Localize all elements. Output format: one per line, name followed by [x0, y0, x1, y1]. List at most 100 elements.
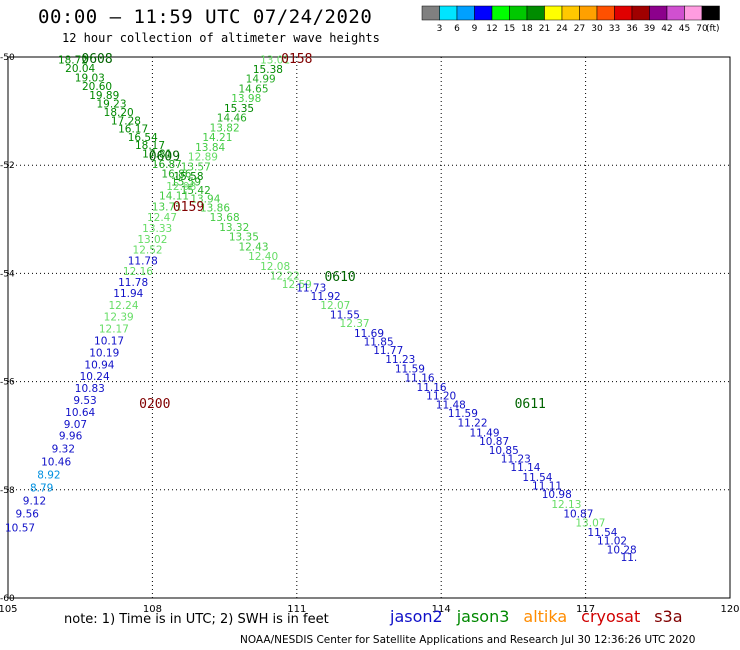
swh-value-label: 13.32 — [219, 222, 249, 234]
swh-value-label: 14.46 — [217, 113, 247, 125]
swh-value-label: 13.98 — [231, 93, 261, 105]
y-tick-label: -50 — [0, 53, 15, 63]
y-tick-label: -52 — [0, 161, 15, 171]
x-tick-label: 117 — [576, 604, 595, 615]
swh-value-label: 15.35 — [224, 103, 254, 115]
pass-time-label: 0610 — [324, 270, 355, 285]
swh-value-label: 10.19 — [89, 347, 119, 359]
x-tick-label: 111 — [287, 604, 306, 615]
swh-value-label: 11.02 — [597, 536, 627, 548]
swh-value-label: 11.54 — [522, 472, 552, 484]
x-tick-label: 108 — [143, 604, 162, 615]
swh-value-label: 10.87 — [479, 436, 509, 448]
swh-value-label: 20.60 — [82, 81, 112, 93]
swh-value-label: 10.98 — [542, 489, 572, 501]
colorbar-label: 9 — [472, 24, 478, 34]
swh-value-label: 13.82 — [210, 122, 240, 134]
grid — [8, 57, 730, 598]
swh-value-label: 15.42 — [181, 185, 211, 197]
footer-credit: NOAA/NESDIS Center for Satellite Applica… — [240, 634, 696, 646]
legend-jason2: jason2 — [390, 607, 443, 626]
swh-value-label: 12.37 — [340, 318, 370, 330]
colorbar-label: 21 — [539, 24, 550, 34]
swh-value-label: 16.54 — [128, 132, 158, 144]
swh-value-label: 11.14 — [510, 462, 540, 474]
colorbar-label: 15 — [504, 24, 515, 34]
swh-value-label: 11.77 — [373, 345, 403, 357]
swh-value-label: 9.56 — [16, 509, 40, 521]
colorbar-swatch — [666, 5, 685, 21]
swh-value-label: 10.64 — [65, 407, 95, 419]
swh-value-label: 12.16 — [123, 266, 153, 278]
pass-time-label: 0158 — [281, 52, 312, 67]
colorbar-swatch — [579, 5, 598, 21]
colorbar-swatch — [684, 5, 703, 21]
swh-value-label: 10.57 — [5, 523, 35, 535]
swh-value-label: 10.17 — [94, 335, 124, 347]
swh-value-label: 16.17 — [118, 123, 148, 135]
swh-value-label: 15.58 — [173, 171, 203, 183]
swh-value-label: 14.21 — [202, 132, 232, 144]
swh-value-label: 12.24 — [108, 300, 138, 312]
swh-value-label: 12.13 — [551, 499, 581, 511]
swh-value-label: 11.94 — [113, 288, 143, 300]
swh-value-label: 11.78 — [118, 277, 148, 289]
swh-value-label: 10.46 — [41, 457, 71, 469]
swh-value-label: 13.57 — [181, 161, 211, 173]
colorbar-swatch — [456, 5, 475, 21]
swh-value-label: 13.02 — [137, 234, 167, 246]
time-labels: 0608 0609 0610 0611 0158 0159 0200 — [81, 52, 546, 412]
satellite-legend: jason2 jason3 altika cryosat s3a — [390, 607, 697, 626]
colorbar-label: 24 — [556, 24, 568, 34]
y-tick-label: -60 — [0, 594, 15, 604]
swh-value-label: 19.89 — [89, 90, 119, 102]
colorbar-label: 36 — [626, 24, 638, 34]
swh-value-label: 13.33 — [142, 223, 172, 235]
y-tick-label: -54 — [0, 269, 15, 279]
swh-value-label: 11.16 — [417, 382, 447, 394]
swh-value-label: 13.07 — [575, 517, 605, 529]
swh-value-label: 11.23 — [501, 453, 531, 465]
swh-value-label: 12.17 — [99, 324, 129, 336]
swh-value-label: 13.68 — [210, 212, 240, 224]
swh-value-label: 13.86 — [200, 202, 230, 214]
colorbar-label: 39 — [644, 24, 656, 34]
swh-value-label: 17.28 — [111, 115, 141, 127]
swh-value-label: 11.59 — [448, 408, 478, 420]
swh-value-label: 20.04 — [65, 63, 95, 75]
swh-value-label: 11.49 — [469, 427, 499, 439]
swh-value-label: 18.72 — [58, 55, 88, 67]
colorbar-label: 27 — [574, 24, 585, 34]
colorbar-label: 42 — [661, 24, 672, 34]
colorbar-swatch — [544, 5, 563, 21]
colorbar-label: 45 — [679, 24, 690, 34]
colorbar-label: 70 — [696, 24, 708, 34]
colorbar-swatch — [649, 5, 668, 21]
plot-frame — [7, 56, 731, 599]
swh-value-label: 13.84 — [195, 142, 225, 154]
chart-title: 00:00 – 11:59 UTC 07/24/2020 — [38, 6, 373, 28]
colorbar-swatch — [421, 5, 440, 21]
pass-time-label: 0611 — [515, 397, 546, 412]
x-tick-label: 105 — [0, 604, 18, 615]
swh-value-label: 19.23 — [96, 99, 126, 111]
swh-value-label: 19.03 — [75, 73, 105, 85]
swh-value-label: 11.11 — [532, 480, 562, 492]
swh-value-label: 12.40 — [248, 251, 278, 263]
swh-value-label: 12.43 — [238, 241, 268, 253]
swh-value-label: 12.39 — [104, 312, 134, 324]
axes: 105 108 111 114 117 120 -50 -52 -54 -56 -58 -60 — [0, 53, 740, 615]
swh-value-label: 12.89 — [188, 152, 218, 164]
swh-value-label: 11.85 — [364, 337, 394, 349]
pass-time-label: 0200 — [139, 397, 170, 412]
swh-value-label: 13.35 — [229, 232, 259, 244]
swh-value-label: 14.11 — [159, 190, 189, 202]
y-tick-label: -56 — [0, 378, 15, 388]
legend-s3a: s3a — [654, 607, 683, 626]
swh-value-label: 18.17 — [135, 140, 165, 152]
swh-value-label: 10.87 — [563, 509, 593, 521]
swh-value-label: 8.79 — [30, 483, 53, 495]
swh-value-label: 16.86 — [161, 168, 191, 180]
swh-value-label: 9.12 — [23, 496, 46, 508]
colorbar-swatch — [474, 5, 493, 21]
